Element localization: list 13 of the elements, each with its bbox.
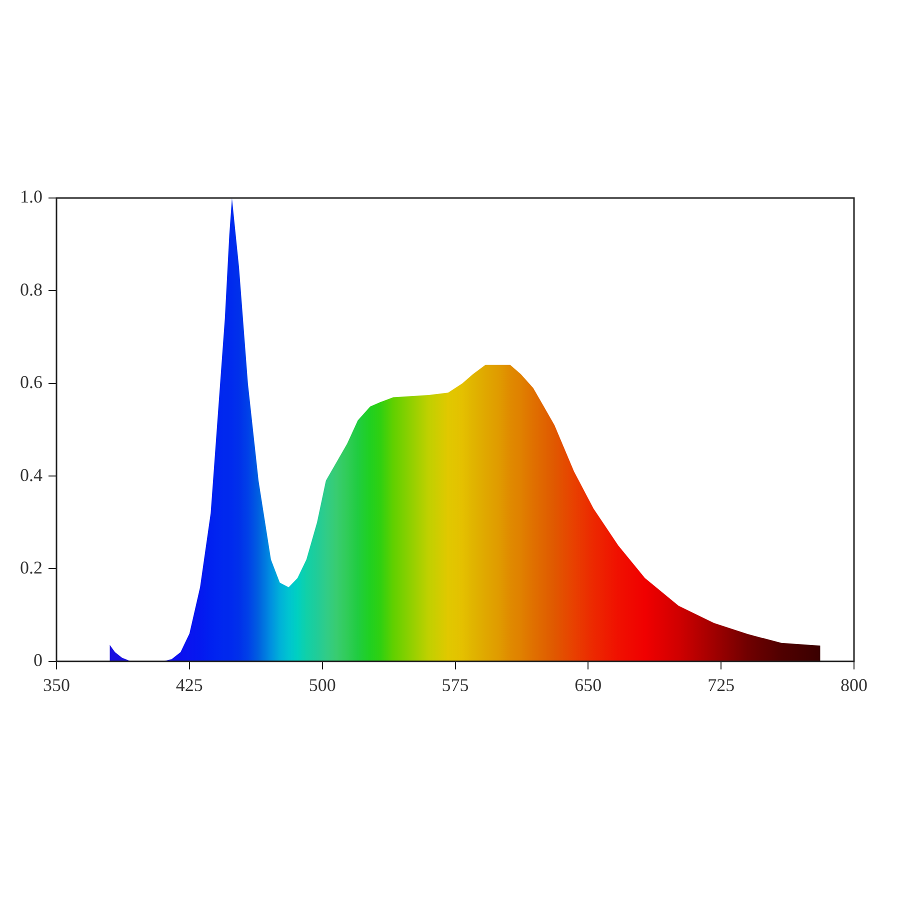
y-tick-label: 1.0 (20, 186, 42, 207)
x-tick-label: 725 (708, 674, 735, 695)
x-tick-label: 575 (442, 674, 469, 695)
y-tick-label: 0 (34, 650, 42, 670)
x-tick-label: 800 (840, 674, 868, 695)
x-tick-label: 500 (308, 674, 336, 695)
x-tick-label: 425 (176, 674, 203, 695)
y-tick-label: 0.4 (20, 464, 42, 485)
y-tick-label: 0.8 (20, 279, 42, 300)
y-tick-label: 0.2 (20, 557, 42, 578)
x-tick-label: 650 (574, 674, 602, 695)
x-tick-label: 350 (43, 674, 70, 695)
y-tick-label: 0.6 (20, 372, 42, 392)
